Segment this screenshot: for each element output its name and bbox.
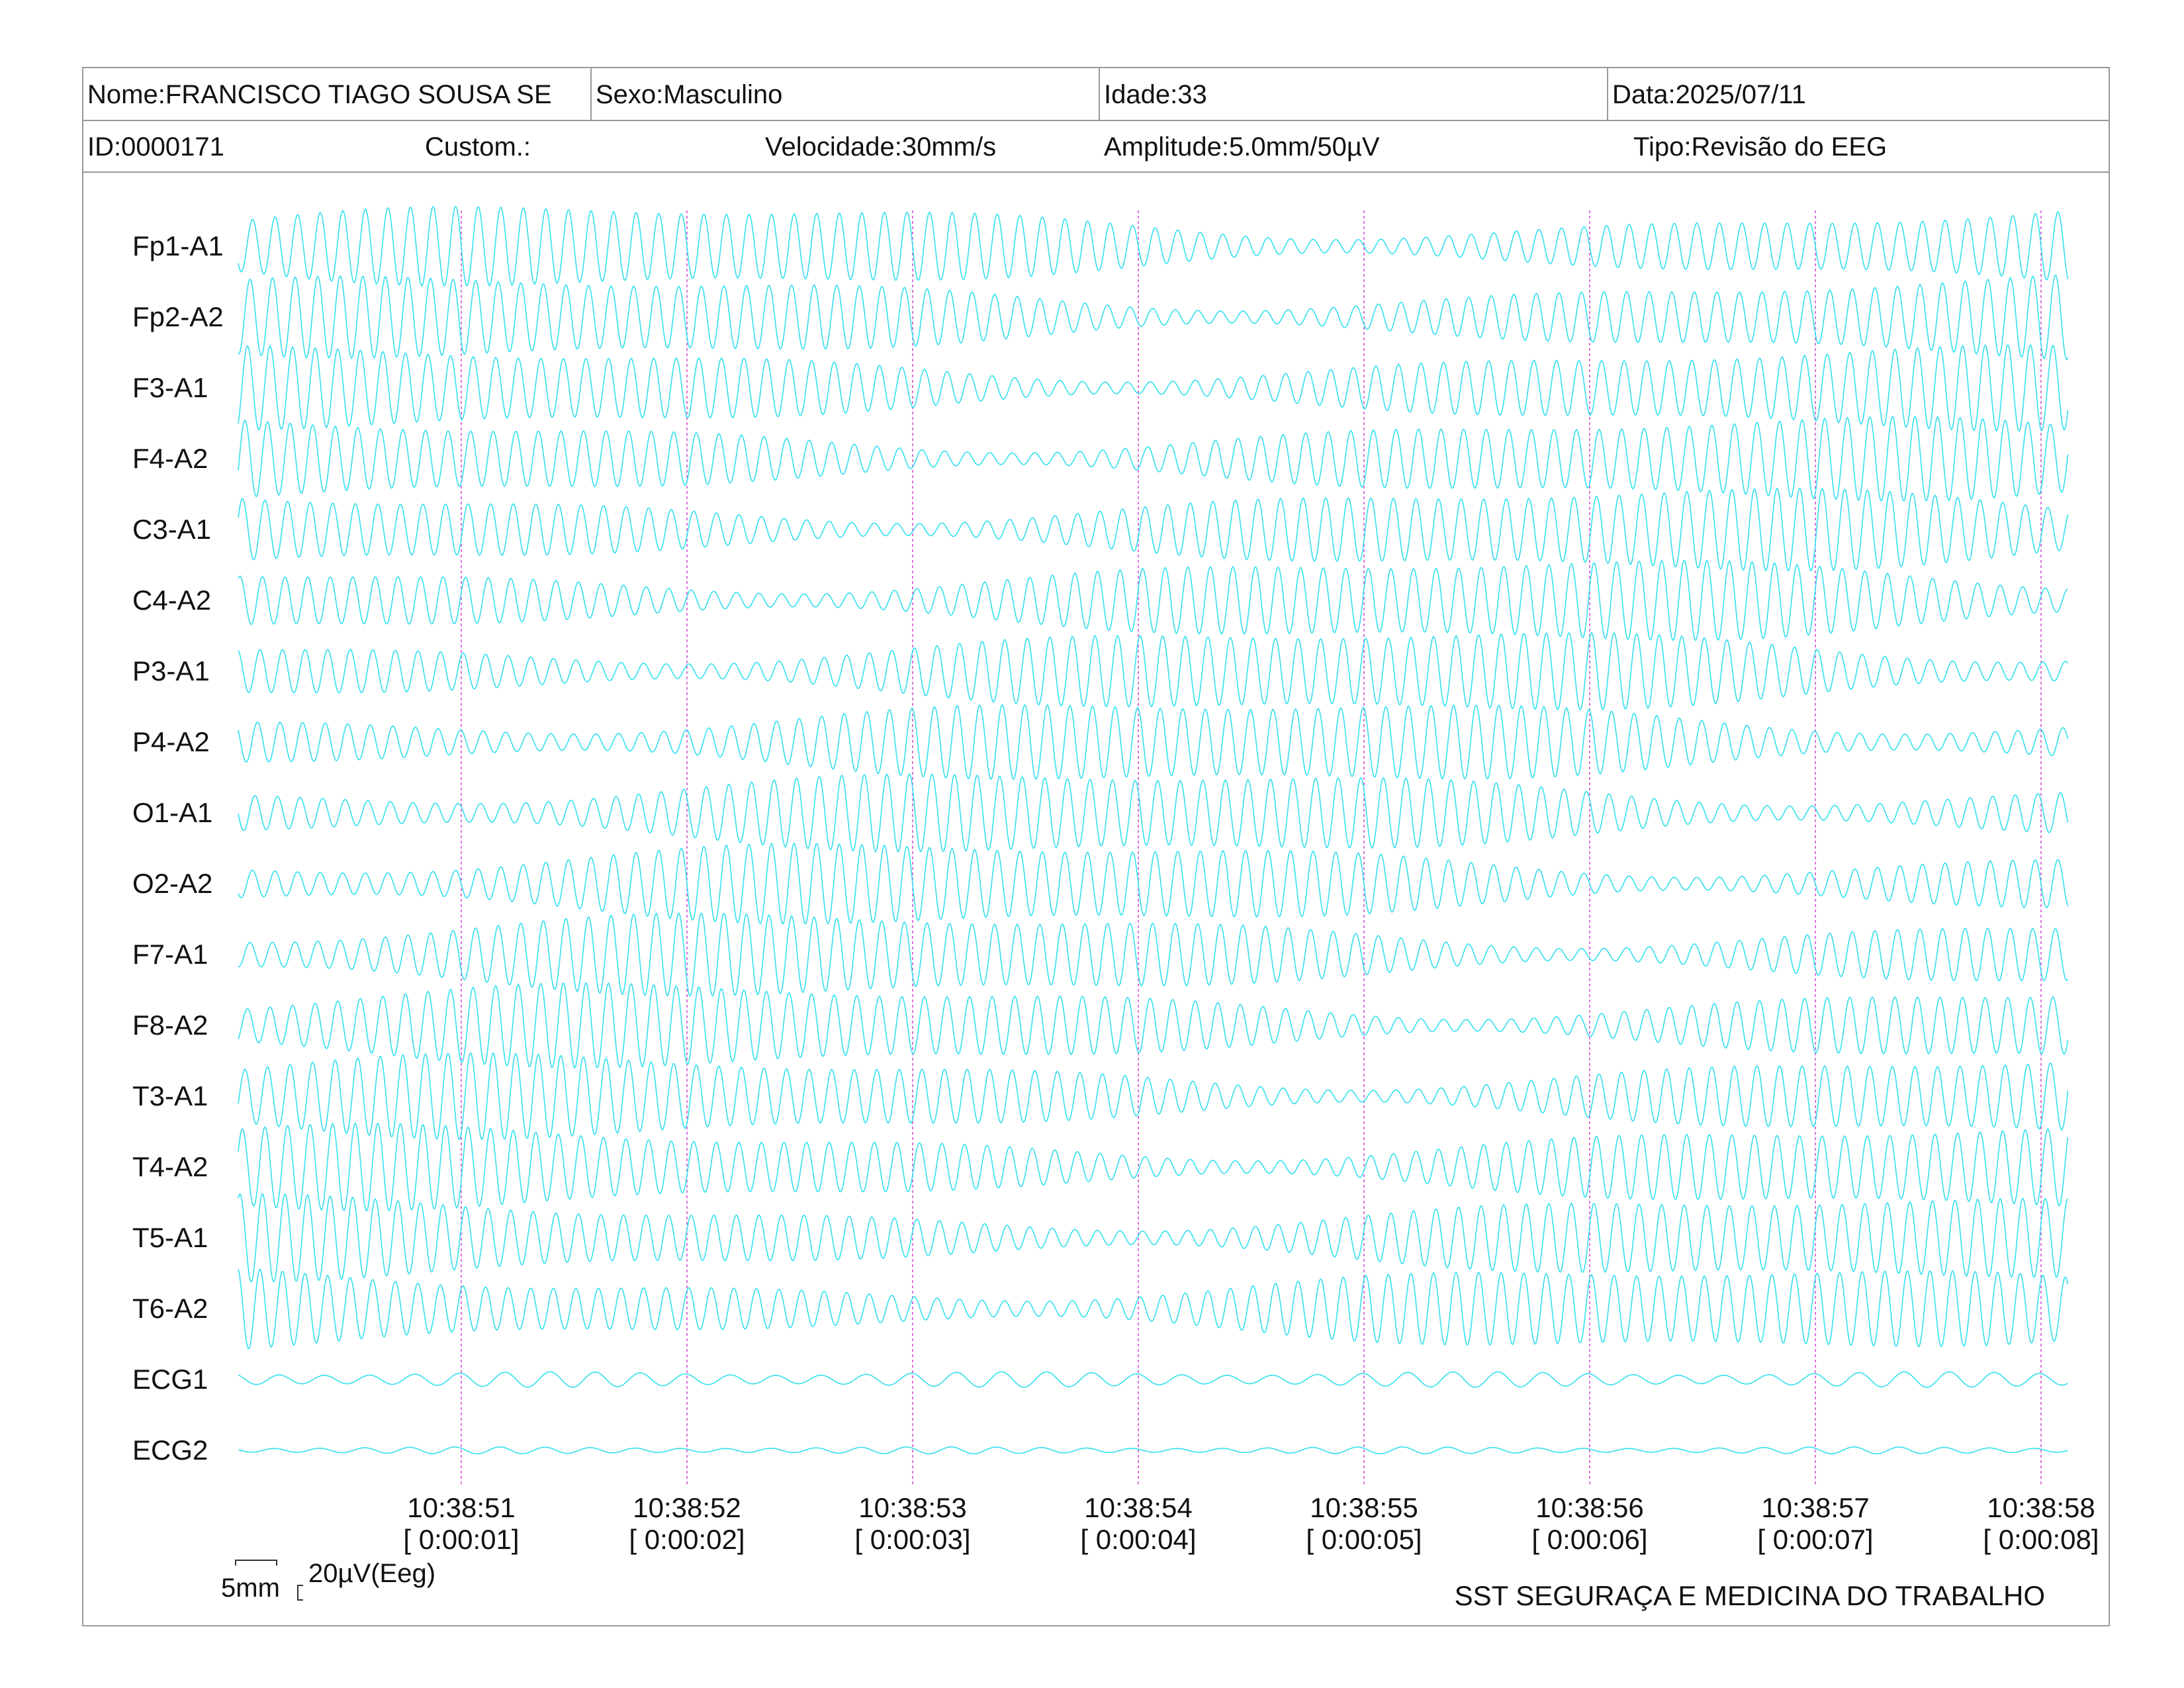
time-tick-label: 10:38:54 — [1084, 1492, 1193, 1523]
header-row-2: ID:0000171 Custom.: Velocidade:30mm/s Am… — [83, 121, 2109, 173]
channel-label: ECG1 — [132, 1364, 208, 1395]
channel-label: F8-A2 — [132, 1009, 208, 1041]
trace-t5-a1 — [238, 1193, 2069, 1284]
channel-label: F4-A2 — [132, 443, 208, 474]
patient-age: Idade:33 — [1104, 80, 1207, 109]
elapsed-tick-label: [ 0:00:04] — [1080, 1524, 1196, 1555]
time-tick-label: 10:38:57 — [1761, 1492, 1870, 1523]
channel-label: T3-A1 — [132, 1080, 208, 1111]
header-row-1: Nome:FRANCISCO TIAGO SOUSA SE Sexo:Mascu… — [83, 68, 2109, 121]
organization-footer: SST SEGURAÇA E MEDICINA DO TRABALHO — [1454, 1580, 2045, 1611]
channel-label: ECG2 — [132, 1434, 208, 1466]
channel-label: C3-A1 — [132, 514, 211, 545]
channel-label: Fp2-A2 — [132, 301, 224, 332]
report-frame: Nome:FRANCISCO TIAGO SOUSA SE Sexo:Mascu… — [82, 67, 2110, 1626]
channel-labels: Fp1-A1 Fp2-A2 F3-A1 F4-A2 C3-A1 C4-A2 P3-A1 P4-… — [132, 230, 224, 1466]
trace-fp1-a1 — [238, 205, 2069, 287]
channel-label: F3-A1 — [132, 372, 208, 403]
channel-label: C4-A2 — [132, 585, 211, 616]
trace-o2-a2 — [238, 842, 2069, 925]
trace-t4-a2 — [238, 1122, 2069, 1212]
time-tick-label: 10:38:51 — [407, 1492, 516, 1523]
channel-label: O1-A1 — [132, 797, 212, 828]
patient-name: Nome:FRANCISCO TIAGO SOUSA SE — [87, 80, 552, 109]
time-tick-label: 10:38:55 — [1310, 1492, 1418, 1523]
channel-label: T5-A1 — [132, 1222, 208, 1253]
time-tick-label: 10:38:58 — [1987, 1492, 2095, 1523]
trace-o1-a1 — [238, 773, 2069, 853]
trace-fp2-a2 — [238, 275, 2069, 361]
trace-f4-a2 — [238, 415, 2069, 502]
header-divider — [1607, 68, 1608, 120]
exam-date: Data:2025/07/11 — [1612, 80, 1806, 109]
elapsed-tick-label: [ 0:00:03] — [854, 1524, 970, 1555]
trace-ecg1 — [238, 1371, 2068, 1388]
custom-field: Custom.: — [425, 132, 531, 162]
header-divider — [1099, 68, 1100, 120]
channel-label: T4-A2 — [132, 1151, 208, 1182]
trace-f8-a2 — [238, 982, 2069, 1069]
trace-ecg2 — [238, 1446, 2068, 1455]
trace-p3-a1 — [238, 632, 2069, 711]
elapsed-tick-label: [ 0:00:01] — [403, 1524, 519, 1555]
patient-id: ID:0000171 — [87, 132, 224, 162]
channel-label: Fp1-A1 — [132, 230, 224, 261]
elapsed-tick-label: [ 0:00:05] — [1306, 1524, 1422, 1555]
trace-c3-a1 — [238, 487, 2069, 572]
channel-label: P4-A2 — [132, 726, 210, 757]
elapsed-tick-label: [ 0:00:02] — [629, 1524, 745, 1555]
scale-amplitude-label: 20µV(Eeg) — [308, 1559, 436, 1588]
eeg-traces — [238, 205, 2069, 1455]
time-marker-lines — [461, 211, 2042, 1484]
elapsed-tick-label: [ 0:00:06] — [1531, 1524, 1647, 1555]
channel-label: T6-A2 — [132, 1293, 208, 1324]
channel-label: F7-A1 — [132, 939, 208, 970]
trace-t3-a1 — [238, 1052, 2069, 1141]
time-tick-label: 10:38:52 — [633, 1492, 741, 1523]
scale-bracket-icon — [235, 1560, 303, 1601]
channel-label: O2-A2 — [132, 868, 212, 899]
exam-type: Tipo:Revisão do EEG — [1633, 132, 1888, 162]
time-tick-labels: 10:38:51[ 0:00:01] 10:38:52[ 0:00:02] 10:3… — [403, 1492, 2099, 1555]
patient-sex: Sexo:Masculino — [596, 80, 783, 109]
header-divider — [590, 68, 592, 120]
amplitude-setting: Amplitude:5.0mm/50µV — [1104, 132, 1380, 162]
trace-f3-a1 — [238, 344, 2069, 432]
scale-time-label: 5mm — [221, 1573, 280, 1603]
time-tick-label: 10:38:53 — [858, 1492, 967, 1523]
trace-f7-a1 — [238, 912, 2069, 998]
trace-p4-a2 — [238, 704, 2069, 780]
elapsed-tick-label: [ 0:00:08] — [1983, 1524, 2099, 1555]
elapsed-tick-label: [ 0:00:07] — [1757, 1524, 1873, 1555]
trace-c4-a2 — [238, 559, 2068, 641]
time-tick-label: 10:38:56 — [1535, 1492, 1644, 1523]
speed-setting: Velocidade:30mm/s — [765, 132, 997, 162]
channel-label: P3-A1 — [132, 655, 210, 686]
trace-t6-a2 — [238, 1268, 2069, 1350]
